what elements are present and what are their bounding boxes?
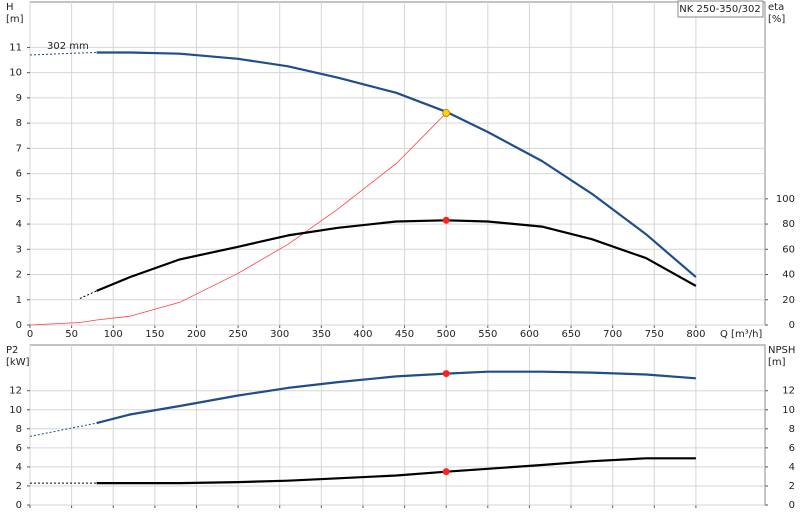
y-tick-label: 6 — [16, 443, 22, 454]
series-line — [96, 370, 696, 425]
y-tick-label: 3 — [16, 244, 22, 255]
duty-point — [442, 109, 451, 118]
x-tick-label: 450 — [395, 329, 414, 340]
x-tick-label: 750 — [645, 329, 664, 340]
x-tick-label: 700 — [603, 329, 622, 340]
y-axis-label: H — [6, 2, 14, 13]
y2-tick-label: 60 — [782, 244, 795, 255]
y-tick-label: 9 — [16, 93, 22, 104]
x-tick-label: 250 — [229, 329, 248, 340]
y-tick-label: 2 — [16, 481, 22, 492]
duty-point — [442, 216, 450, 224]
y2-axis-unit: [m] — [768, 357, 786, 368]
y-axis-unit: [m] — [6, 14, 24, 25]
y2-tick-label: 12 — [782, 386, 795, 397]
series-line — [79, 290, 97, 299]
series-line — [96, 219, 697, 292]
x-tick-label: 400 — [353, 329, 372, 340]
y2-tick-label: 100 — [776, 194, 795, 205]
y-tick-label: 6 — [16, 169, 22, 180]
series-line — [96, 51, 697, 278]
x-tick-label: 50 — [65, 329, 78, 340]
x-tick-label: 650 — [562, 329, 581, 340]
y-tick-label: 2 — [16, 270, 22, 281]
y-tick-label: 8 — [16, 118, 22, 129]
y-tick-label: 0 — [16, 320, 22, 331]
y-axis-label: P2 — [6, 345, 18, 356]
y2-tick-label: 40 — [782, 270, 795, 281]
title-box — [677, 0, 764, 18]
y2-tick-label: 0 — [789, 320, 795, 331]
series-line — [29, 422, 97, 437]
x-tick-label: 350 — [312, 329, 331, 340]
x-tick-label: 600 — [520, 329, 539, 340]
y-axis-unit: [kW] — [6, 357, 30, 368]
curve-annotation: 302 mm — [47, 41, 89, 52]
y-tick-label: 7 — [16, 143, 22, 154]
x-tick-label: 550 — [478, 329, 497, 340]
y-tick-label: 0 — [16, 500, 22, 511]
x-tick-label: 300 — [270, 329, 289, 340]
chart-title: NK 250-350/302 — [679, 4, 760, 15]
y2-tick-label: 2 — [789, 481, 795, 492]
x-tick-label: 200 — [187, 329, 206, 340]
y-tick-label: 8 — [16, 424, 22, 435]
y2-tick-label: 6 — [789, 443, 795, 454]
y2-tick-label: 8 — [789, 424, 795, 435]
duty-point — [442, 468, 450, 476]
series-line — [29, 112, 447, 326]
y-tick-label: 11 — [9, 42, 22, 53]
y2-tick-label: 80 — [782, 219, 795, 230]
x-tick-label: 800 — [686, 329, 705, 340]
y-tick-label: 1 — [16, 295, 22, 306]
y2-tick-label: 10 — [782, 405, 795, 416]
y2-axis-label: eta — [768, 2, 784, 13]
x-tick-label: 500 — [437, 329, 456, 340]
y2-tick-label: 4 — [789, 462, 795, 473]
y2-axis-unit: [%] — [768, 14, 785, 25]
x-tick-label: 0 — [27, 329, 33, 340]
series-line — [29, 52, 97, 56]
x-axis-label: Q [m³/h] — [720, 329, 762, 340]
y-tick-label: 4 — [16, 462, 22, 473]
y2-tick-label: 0 — [789, 500, 795, 511]
duty-point — [442, 370, 450, 378]
y2-axis-label: NPSH — [768, 345, 795, 356]
series-line — [96, 457, 696, 485]
y-tick-label: 10 — [9, 405, 22, 416]
y-tick-label: 10 — [9, 68, 22, 79]
y-tick-label: 12 — [9, 386, 22, 397]
y-tick-label: 5 — [16, 194, 22, 205]
x-tick-label: 100 — [104, 329, 123, 340]
x-tick-label: 150 — [145, 329, 164, 340]
y2-tick-label: 20 — [782, 295, 795, 306]
y-tick-label: 4 — [16, 219, 22, 230]
